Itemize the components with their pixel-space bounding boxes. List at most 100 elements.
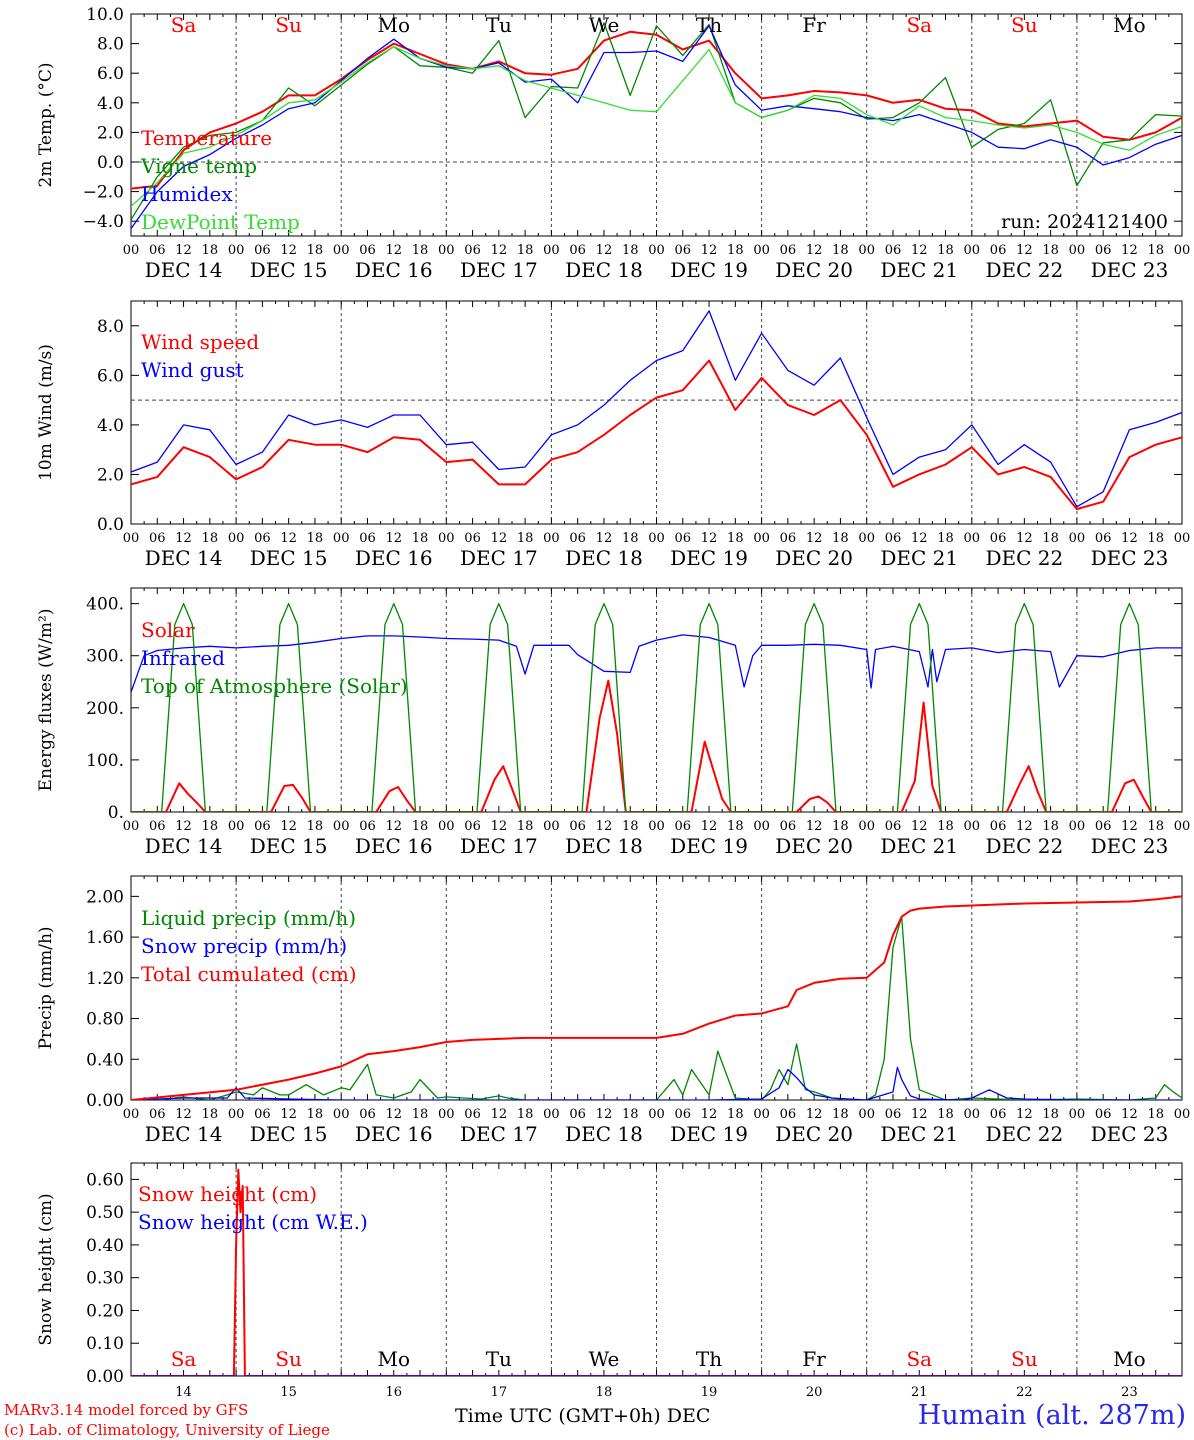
hour-tick-label: 00 <box>228 819 245 834</box>
y-tick-label: 0.40 <box>86 1236 124 1256</box>
hour-tick-label: 18 <box>1147 1107 1164 1122</box>
hour-tick-label: 00 <box>1069 819 1086 834</box>
hour-tick-label: 06 <box>359 1107 376 1122</box>
hour-tick-label: 00 <box>333 819 350 834</box>
legend-entry: Solar <box>141 618 195 642</box>
hour-tick-label: 06 <box>149 1107 166 1122</box>
hour-tick-label: 18 <box>727 531 744 546</box>
y-axis-label: Snow height (cm) <box>36 1193 56 1345</box>
hour-tick-label: 12 <box>806 531 823 546</box>
hour-tick-label: 18 <box>1042 531 1059 546</box>
hour-tick-label: 06 <box>780 531 797 546</box>
hour-tick-label: 12 <box>491 531 508 546</box>
hour-tick-label: 12 <box>1016 243 1033 258</box>
hour-tick-label: 06 <box>254 531 271 546</box>
day-date-label: DEC 18 <box>565 834 643 858</box>
hour-tick-label: 06 <box>990 531 1007 546</box>
y-tick-label: 2.00 <box>86 887 124 907</box>
hour-tick-label: 06 <box>464 531 481 546</box>
day-number-label: 15 <box>280 1385 297 1400</box>
day-date-label: DEC 14 <box>145 1122 223 1146</box>
hour-tick-label: 06 <box>569 531 586 546</box>
hour-tick-label: 00 <box>858 531 875 546</box>
hour-tick-label: 12 <box>911 243 928 258</box>
hour-tick-label: 00 <box>543 531 560 546</box>
day-number-label: 17 <box>491 1385 508 1400</box>
y-tick-label: 0.00 <box>86 1367 124 1387</box>
y-tick-label: 0. <box>108 803 124 823</box>
hour-tick-label: 00 <box>333 243 350 258</box>
hour-tick-label: 00 <box>964 1107 981 1122</box>
day-date-label: DEC 22 <box>985 834 1063 858</box>
day-number-label: 22 <box>1016 1385 1033 1400</box>
hour-tick-label: 00 <box>123 243 140 258</box>
hour-tick-label: 12 <box>911 531 928 546</box>
day-date-label: DEC 21 <box>880 1122 958 1146</box>
hour-tick-label: 00 <box>648 819 665 834</box>
weekday-label: Sa <box>906 13 932 37</box>
hour-tick-label: 06 <box>990 243 1007 258</box>
hour-tick-label: 00 <box>123 1107 140 1122</box>
y-tick-label: 400. <box>86 595 124 615</box>
y-tick-label: 8.0 <box>97 35 124 55</box>
hour-tick-label: 00 <box>1069 1107 1086 1122</box>
hour-tick-label: 12 <box>280 1107 297 1122</box>
hour-tick-label: 00 <box>964 819 981 834</box>
hour-tick-label: 00 <box>753 819 770 834</box>
day-number-label: 19 <box>701 1385 718 1400</box>
plot-frame <box>130 300 1183 525</box>
hour-tick-label: 06 <box>464 243 481 258</box>
hour-tick-label: 00 <box>648 1107 665 1122</box>
hour-tick-label: 12 <box>596 1107 613 1122</box>
day-date-label: DEC 19 <box>670 834 748 858</box>
day-date-label: DEC 23 <box>1091 1122 1169 1146</box>
day-date-label: DEC 14 <box>145 258 223 282</box>
hour-tick-label: 00 <box>543 819 560 834</box>
hour-tick-label: 18 <box>832 819 849 834</box>
hour-tick-label: 06 <box>569 1107 586 1122</box>
hour-tick-label: 00 <box>333 1107 350 1122</box>
hour-tick-label: 00 <box>438 531 455 546</box>
series-line-infrared <box>131 634 1182 693</box>
series-line-humidex <box>131 25 1182 229</box>
hour-tick-label: 00 <box>753 1107 770 1122</box>
day-date-label: DEC 21 <box>880 834 958 858</box>
time-axis-title: Time UTC (GMT+0h) <box>455 1405 661 1427</box>
legend-entry: Liquid precip (mm/h) <box>141 906 356 930</box>
hour-tick-label: 18 <box>727 1107 744 1122</box>
day-date-label: DEC 18 <box>565 1122 643 1146</box>
y-tick-label: 0.00 <box>86 1091 124 1111</box>
day-date-label: DEC 20 <box>775 834 853 858</box>
legend-entry: Vigne temp <box>140 154 257 178</box>
hour-tick-label: 18 <box>412 243 429 258</box>
day-date-label: DEC 23 <box>1091 834 1169 858</box>
day-date-label: DEC 18 <box>565 546 643 570</box>
run-label: run: 2024121400 <box>1001 211 1168 233</box>
hour-tick-label: 18 <box>307 819 324 834</box>
hour-tick-label: 00 <box>123 531 140 546</box>
weekday-label: Mo <box>1113 13 1146 37</box>
day-date-label: DEC 20 <box>775 546 853 570</box>
hour-tick-label: 12 <box>280 819 297 834</box>
hour-tick-label: 06 <box>1095 819 1112 834</box>
hour-tick-label: 12 <box>596 531 613 546</box>
day-date-label: DEC 19 <box>670 546 748 570</box>
hour-tick-label: 06 <box>990 1107 1007 1122</box>
hour-tick-label: 00 <box>333 531 350 546</box>
hour-tick-label: 12 <box>1121 243 1138 258</box>
hour-tick-label: 06 <box>1095 531 1112 546</box>
hour-tick-label: 12 <box>385 819 402 834</box>
hour-tick-label: 06 <box>780 819 797 834</box>
legend-entry: Wind speed <box>141 330 259 354</box>
hour-tick-label: 18 <box>937 1107 954 1122</box>
series-line-solar <box>131 679 1182 812</box>
y-tick-label: −2.0 <box>83 183 124 203</box>
weekday-label: Sa <box>171 1347 197 1371</box>
hour-tick-label: 06 <box>675 243 692 258</box>
y-axis-label: Precip (mm/h) <box>36 926 56 1049</box>
hour-tick-label: 06 <box>885 819 902 834</box>
day-number-label: 14 <box>175 1385 192 1400</box>
hour-tick-label: 06 <box>149 243 166 258</box>
weekday-label: Su <box>275 1347 302 1371</box>
hour-tick-label: 18 <box>517 819 534 834</box>
